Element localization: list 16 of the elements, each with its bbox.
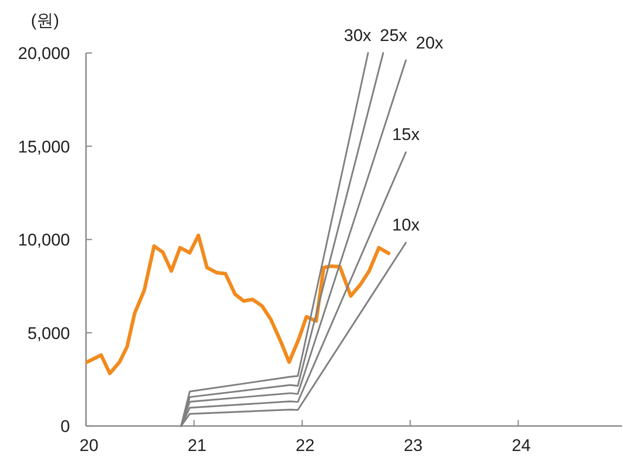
y-tick-label: 15,000 — [18, 137, 70, 156]
y-tick-label: 10,000 — [18, 230, 70, 250]
x-tick-label: 20 — [80, 436, 98, 455]
series-label: 30x — [344, 26, 372, 45]
series-label: 20x — [416, 33, 444, 52]
x-tick-label: 23 — [404, 436, 423, 455]
y-tick-label: 5,000 — [27, 324, 70, 343]
series-label: 15x — [392, 125, 420, 144]
y-axis-title: (원) — [30, 11, 60, 30]
series-label: 25x — [380, 26, 408, 45]
y-tick-label: 20,000 — [18, 44, 70, 63]
y-tick-label: 0 — [60, 417, 70, 436]
series-label: 10x — [392, 216, 420, 235]
x-tick-label: 22 — [296, 436, 315, 455]
x-tick-label: 24 — [512, 436, 531, 455]
x-tick-label: 21 — [188, 436, 207, 455]
